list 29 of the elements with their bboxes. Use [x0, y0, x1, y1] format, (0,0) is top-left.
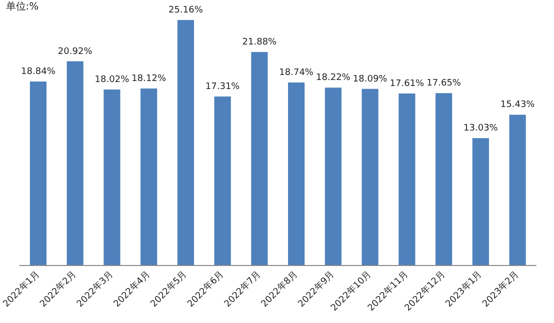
- data-label: 21.88%: [242, 37, 278, 48]
- y-axis-title: 单位:%: [6, 0, 39, 12]
- bar: [288, 82, 305, 265]
- bar: [509, 114, 526, 265]
- data-label: 17.61%: [390, 79, 425, 90]
- bar: [251, 52, 268, 265]
- bar: [104, 90, 120, 265]
- data-label: 18.02%: [94, 75, 130, 86]
- data-label: 18.12%: [132, 74, 166, 84]
- data-label: 13.03%: [464, 124, 498, 134]
- bar: [214, 96, 231, 265]
- data-label: 20.92%: [58, 46, 93, 57]
- data-label: 15.43%: [500, 100, 536, 110]
- data-label: 17.31%: [205, 82, 240, 92]
- bar: [362, 88, 378, 265]
- data-label: 18.74%: [279, 68, 314, 78]
- bar: [177, 20, 194, 265]
- data-label: 18.09%: [352, 74, 388, 84]
- data-label: 17.65%: [426, 78, 462, 89]
- bar: [436, 93, 452, 265]
- bar: [398, 94, 416, 265]
- bar: [324, 88, 342, 265]
- bar: [66, 61, 84, 265]
- bar: [30, 82, 47, 265]
- data-label: 18.22%: [316, 73, 351, 84]
- bar: [140, 88, 158, 265]
- bar: [472, 138, 489, 265]
- data-label: 18.84%: [21, 67, 56, 78]
- data-label: 25.16%: [168, 6, 204, 16]
